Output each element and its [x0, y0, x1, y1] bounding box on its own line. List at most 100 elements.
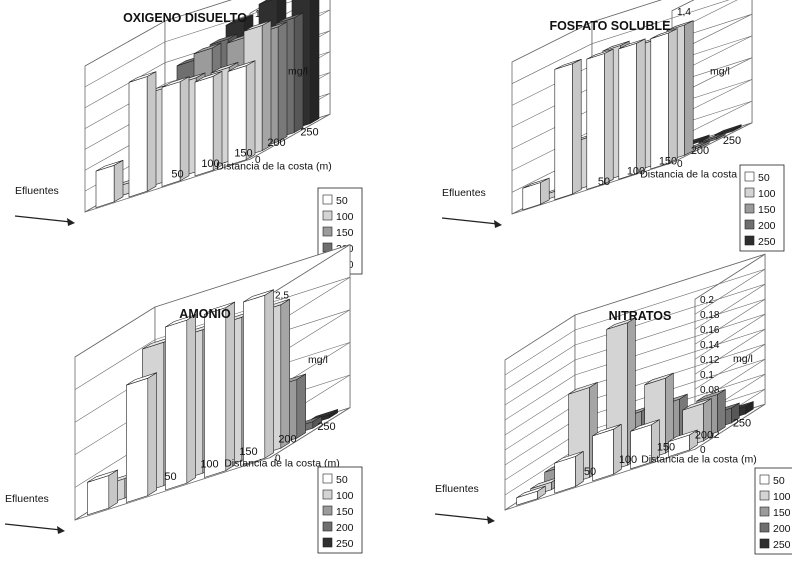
legend-label: 100 [773, 491, 791, 503]
bar-side [225, 301, 235, 472]
bar-50-150 [592, 423, 622, 482]
bar-front [126, 377, 149, 503]
x-axis-label: Distancia de la costa (m) [224, 458, 340, 470]
x-tick-label: 200 [278, 433, 296, 445]
legend-swatch [322, 226, 333, 237]
y-tick-label: 0,1 [700, 370, 714, 381]
bar-top [568, 382, 598, 395]
legend-label: 50 [336, 474, 348, 486]
y-axis-label: mg/l [733, 353, 753, 365]
bar-front [586, 53, 605, 190]
bar-front [128, 76, 148, 198]
gridline [504, 283, 766, 391]
legend-label: 50 [773, 475, 785, 487]
legend-label: 150 [758, 204, 776, 216]
x-tick-label: 50 [598, 176, 610, 188]
bar-top [554, 59, 582, 70]
x-tick-label: 200 [695, 429, 713, 441]
arrow-head [57, 526, 65, 534]
x-tick-label: 150 [234, 148, 252, 160]
bar-50-250 [227, 60, 256, 166]
legend-label: 150 [773, 507, 791, 519]
legend: 50 100 150 200 250 [739, 164, 785, 252]
gridline [74, 244, 351, 358]
legend-swatch [759, 474, 770, 485]
bar-top [161, 76, 190, 88]
bar-50-100 [554, 450, 584, 494]
x-tick-label: 50 [584, 466, 596, 478]
bar-top [126, 372, 157, 386]
bar-front [204, 307, 227, 478]
bar-top [516, 485, 546, 498]
bar-side [108, 469, 118, 509]
legend-swatch [744, 203, 755, 214]
chart-panel-2: 00,20,40,60,811,21,450100150200250FOSFAT… [441, 0, 785, 252]
efluentes-label: Efluentes [5, 493, 49, 505]
bar-50-250 [243, 289, 274, 466]
bar-side [277, 21, 288, 143]
bar-top [225, 14, 254, 26]
bar-top [618, 38, 646, 50]
legend-swatch [322, 473, 333, 484]
bar-top [696, 389, 726, 402]
legend-label: 200 [336, 522, 354, 534]
x-tick-label: 250 [300, 126, 318, 138]
gridline [504, 313, 766, 421]
bar-top [275, 12, 304, 24]
bar-top [165, 314, 196, 328]
bar-top [194, 71, 223, 83]
legend-swatch [322, 210, 333, 221]
bar-50-50 [522, 177, 550, 211]
bar-side [245, 60, 256, 161]
y-tick-label: 0,16 [700, 325, 720, 336]
legend-label: 50 [758, 172, 770, 184]
bar-front [618, 42, 637, 180]
bar-front [165, 319, 188, 491]
legend-swatch [744, 187, 755, 198]
efluentes-label: Efluentes [15, 185, 59, 197]
x-tick-label: 100 [619, 454, 637, 466]
gridline [504, 328, 766, 436]
bar-front [95, 164, 115, 209]
bar-top [630, 419, 660, 432]
bar-front [650, 32, 669, 170]
bar-side [613, 423, 622, 475]
bar-top [698, 132, 726, 144]
bar-top [204, 301, 235, 315]
bar-side [179, 76, 190, 182]
x-axis-label: Distancia de la costa (m) [216, 160, 332, 172]
legend-swatch [759, 490, 770, 501]
bar-top [210, 62, 239, 74]
bar-top [606, 317, 636, 330]
bar-side [264, 289, 274, 459]
bar-top [128, 71, 157, 83]
x-tick-label: 200 [267, 137, 285, 149]
y-tick-label: 0,08 [700, 385, 720, 396]
bar-top [650, 28, 678, 39]
y-tick-label: 0,2 [700, 295, 714, 306]
bar-top [95, 160, 124, 172]
bar-side [668, 28, 678, 164]
bar-50-250 [668, 429, 698, 458]
gridline [504, 253, 766, 361]
legend-swatch [322, 521, 333, 532]
bar-50-50 [87, 469, 118, 516]
gridline [84, 0, 312, 88]
y-axis-label: mg/l [710, 66, 730, 78]
legend-label: 50 [336, 195, 348, 207]
bar-side [309, 0, 320, 125]
legend-swatch [322, 194, 333, 205]
bar-top [666, 20, 694, 31]
y-tick-label: 0,18 [700, 310, 720, 321]
bar-front [554, 63, 573, 201]
bar-top [227, 60, 256, 72]
gridline [511, 0, 738, 84]
legend-label: 200 [773, 523, 791, 535]
bar-front [243, 294, 266, 466]
efluentes-arrow [441, 217, 499, 225]
bar-side [575, 450, 584, 487]
x-tick-label: 50 [164, 471, 176, 483]
bar-top [193, 42, 222, 55]
legend-label: 100 [758, 188, 776, 200]
